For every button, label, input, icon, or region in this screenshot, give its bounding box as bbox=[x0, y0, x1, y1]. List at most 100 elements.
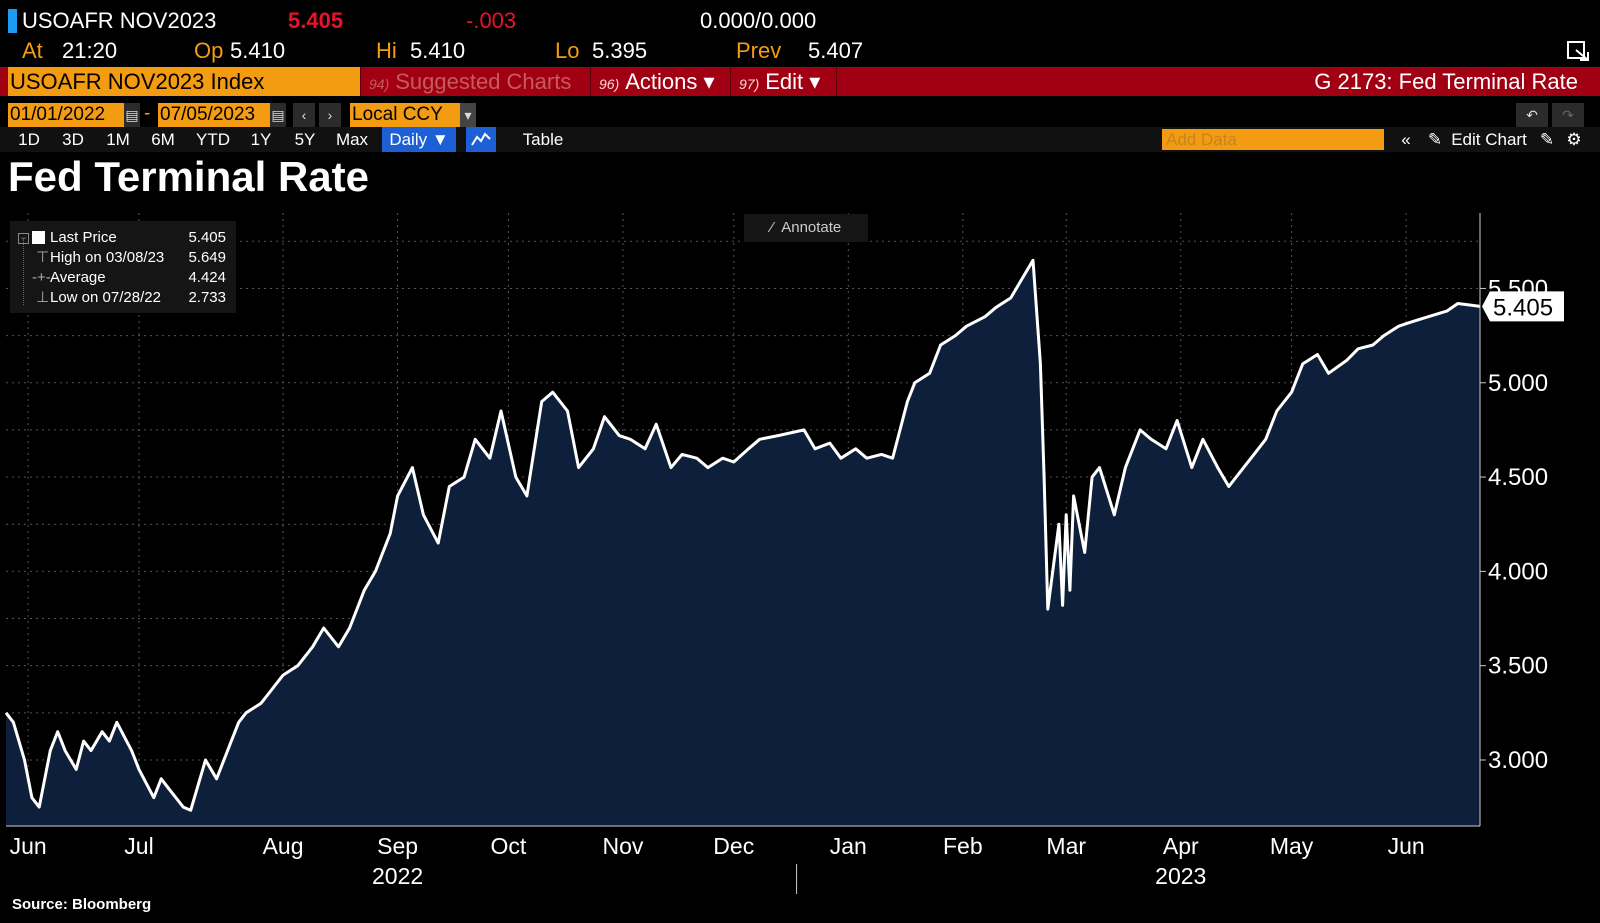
tab-1y[interactable]: 1Y bbox=[250, 130, 272, 149]
prev-label: Prev bbox=[736, 38, 782, 63]
ticker-marker bbox=[8, 9, 17, 33]
edit-num: 97) bbox=[739, 76, 760, 92]
edit-icon[interactable]: ✎ bbox=[1539, 130, 1555, 149]
legend-low[interactable]: ⊥ Low on 07/28/22 2.733 bbox=[10, 288, 236, 307]
date-range-row: 01/01/2022 ▤ - 07/05/2023 ▤ ‹ › Local CC… bbox=[0, 103, 1600, 127]
calendar-icon[interactable]: ▤ bbox=[124, 103, 140, 127]
tab-ytd[interactable]: YTD bbox=[196, 130, 230, 149]
legend-name: Low on 07/28/22 bbox=[50, 289, 161, 306]
open-label: Op bbox=[194, 38, 224, 63]
actions-menu[interactable]: 96) Actions ▾ bbox=[590, 67, 730, 96]
source-note: Source: Bloomberg bbox=[12, 896, 152, 913]
tree-line bbox=[23, 239, 25, 305]
y-tick-label: 5.000 bbox=[1488, 370, 1548, 397]
frequency-select[interactable]: Daily ▼ bbox=[382, 127, 456, 152]
annotate-button[interactable]: ⁄ Annotate bbox=[744, 214, 868, 242]
start-date-field[interactable]: 01/01/2022 bbox=[8, 103, 124, 127]
x-tick-label: Jan bbox=[830, 833, 867, 859]
page-title: Fed Terminal Rate bbox=[8, 153, 369, 200]
average-marker-icon: -+- bbox=[32, 269, 51, 286]
tab-1m[interactable]: 1M bbox=[106, 130, 130, 149]
suggested-label: Suggested Charts bbox=[395, 69, 572, 94]
chart-code-title: G 2173: Fed Terminal Rate bbox=[1314, 69, 1578, 94]
legend-average[interactable]: -+- Average 4.424 bbox=[10, 268, 236, 287]
legend-value: 5.405 bbox=[188, 229, 226, 246]
collapse-icon[interactable]: « bbox=[1401, 130, 1411, 149]
y-tick-label: 3.500 bbox=[1488, 653, 1548, 680]
popout-icon[interactable] bbox=[1566, 38, 1590, 62]
x-tick-label: Sep bbox=[377, 833, 418, 859]
x-tick-label: Aug bbox=[263, 833, 304, 859]
chevron-down-icon[interactable]: ▾ bbox=[460, 103, 476, 127]
line-chart-icon[interactable] bbox=[466, 127, 496, 152]
x-tick-label: Dec bbox=[713, 833, 754, 859]
date-dash: - bbox=[144, 103, 151, 124]
tab-6m[interactable]: 6M bbox=[151, 130, 175, 149]
edit-chart-button[interactable]: Edit Chart bbox=[1451, 130, 1527, 149]
prev-value: 5.407 bbox=[808, 38, 864, 63]
legend-name: Average bbox=[50, 269, 106, 286]
bid-ask: 0.000/0.000 bbox=[700, 8, 817, 33]
actions-label: Actions ▾ bbox=[625, 69, 715, 94]
x-tick-label: Nov bbox=[602, 833, 643, 859]
legend-last-price[interactable]: − Last Price 5.405 bbox=[10, 228, 236, 247]
legend-name: High on 03/08/23 bbox=[50, 249, 165, 266]
calendar-icon[interactable]: ▤ bbox=[270, 103, 286, 127]
y-tick-label: 4.500 bbox=[1488, 464, 1548, 491]
x-year-label: 2022 bbox=[372, 863, 423, 889]
tab-5y[interactable]: 5Y bbox=[294, 130, 316, 149]
at-value: 21:20 bbox=[62, 38, 118, 63]
tab-max[interactable]: Max bbox=[335, 130, 369, 149]
last-price: 5.405 bbox=[288, 8, 344, 33]
high-label: Hi bbox=[376, 38, 397, 63]
low-value: 5.395 bbox=[592, 38, 648, 63]
white-swatch-icon bbox=[32, 231, 45, 244]
x-tick-label: Feb bbox=[943, 833, 983, 859]
menu-bar: USOAFR NOV2023 Index 94) Suggested Charts… bbox=[0, 67, 1600, 96]
gear-icon[interactable]: ⚙ bbox=[1566, 130, 1582, 149]
chart-legend[interactable]: − Last Price 5.405 ⊤ High on 03/08/23 5.… bbox=[10, 221, 236, 313]
add-data-input[interactable]: Add Data bbox=[1162, 129, 1384, 150]
at-label: At bbox=[22, 38, 43, 63]
x-tick-label: Oct bbox=[491, 833, 527, 859]
legend-high[interactable]: ⊤ High on 03/08/23 5.649 bbox=[10, 248, 236, 267]
x-tick-label: Mar bbox=[1046, 833, 1086, 859]
suggested-num: 94) bbox=[369, 76, 390, 92]
menu-divider bbox=[836, 67, 837, 96]
tab-3d[interactable]: 3D bbox=[62, 130, 84, 149]
low-marker-icon: ⊥ bbox=[36, 289, 50, 306]
next-period-icon[interactable]: › bbox=[319, 103, 341, 127]
suggested-charts-menu[interactable]: 94) Suggested Charts bbox=[360, 67, 590, 96]
tab-1d[interactable]: 1D bbox=[18, 130, 40, 149]
annotate-pencil-icon: ⁄ bbox=[770, 219, 774, 236]
edit-label: Edit ▾ bbox=[765, 69, 821, 94]
table-button[interactable]: Table bbox=[522, 130, 564, 149]
currency-select[interactable]: Local CCY bbox=[350, 103, 460, 127]
low-label: Lo bbox=[555, 38, 580, 63]
actions-num: 96) bbox=[599, 76, 620, 92]
toolbar: 1D 3D 1M 6M YTD 1Y 5Y Max Daily ▼ Table … bbox=[0, 127, 1600, 152]
price-area bbox=[6, 260, 1480, 826]
price-line bbox=[4, 258, 1481, 812]
x-year-label: 2023 bbox=[1155, 863, 1206, 889]
security-name[interactable]: USOAFR NOV2023 Index bbox=[8, 67, 360, 96]
ticker[interactable]: USOAFR NOV2023 bbox=[22, 8, 217, 33]
x-tick-label: Apr bbox=[1163, 833, 1199, 859]
end-date-field[interactable]: 07/05/2023 bbox=[158, 103, 270, 127]
pencil-icon[interactable]: ✎ bbox=[1427, 130, 1443, 149]
redo-icon[interactable]: ↷ bbox=[1552, 103, 1584, 127]
y-tick-label: 3.000 bbox=[1488, 747, 1548, 774]
high-marker-icon: ⊤ bbox=[36, 249, 50, 266]
x-tick-label: May bbox=[1270, 833, 1314, 859]
net-change: -.003 bbox=[466, 8, 517, 33]
edit-menu[interactable]: 97) Edit ▾ bbox=[730, 67, 836, 96]
undo-icon[interactable]: ↶ bbox=[1516, 103, 1548, 127]
annotate-label: Annotate bbox=[781, 219, 842, 236]
x-tick-label: Jul bbox=[124, 833, 153, 859]
high-value: 5.410 bbox=[410, 38, 466, 63]
y-tick-label: 4.000 bbox=[1488, 558, 1548, 585]
legend-name: Last Price bbox=[50, 229, 117, 246]
open-value: 5.410 bbox=[230, 38, 286, 63]
prev-period-icon[interactable]: ‹ bbox=[293, 103, 315, 127]
